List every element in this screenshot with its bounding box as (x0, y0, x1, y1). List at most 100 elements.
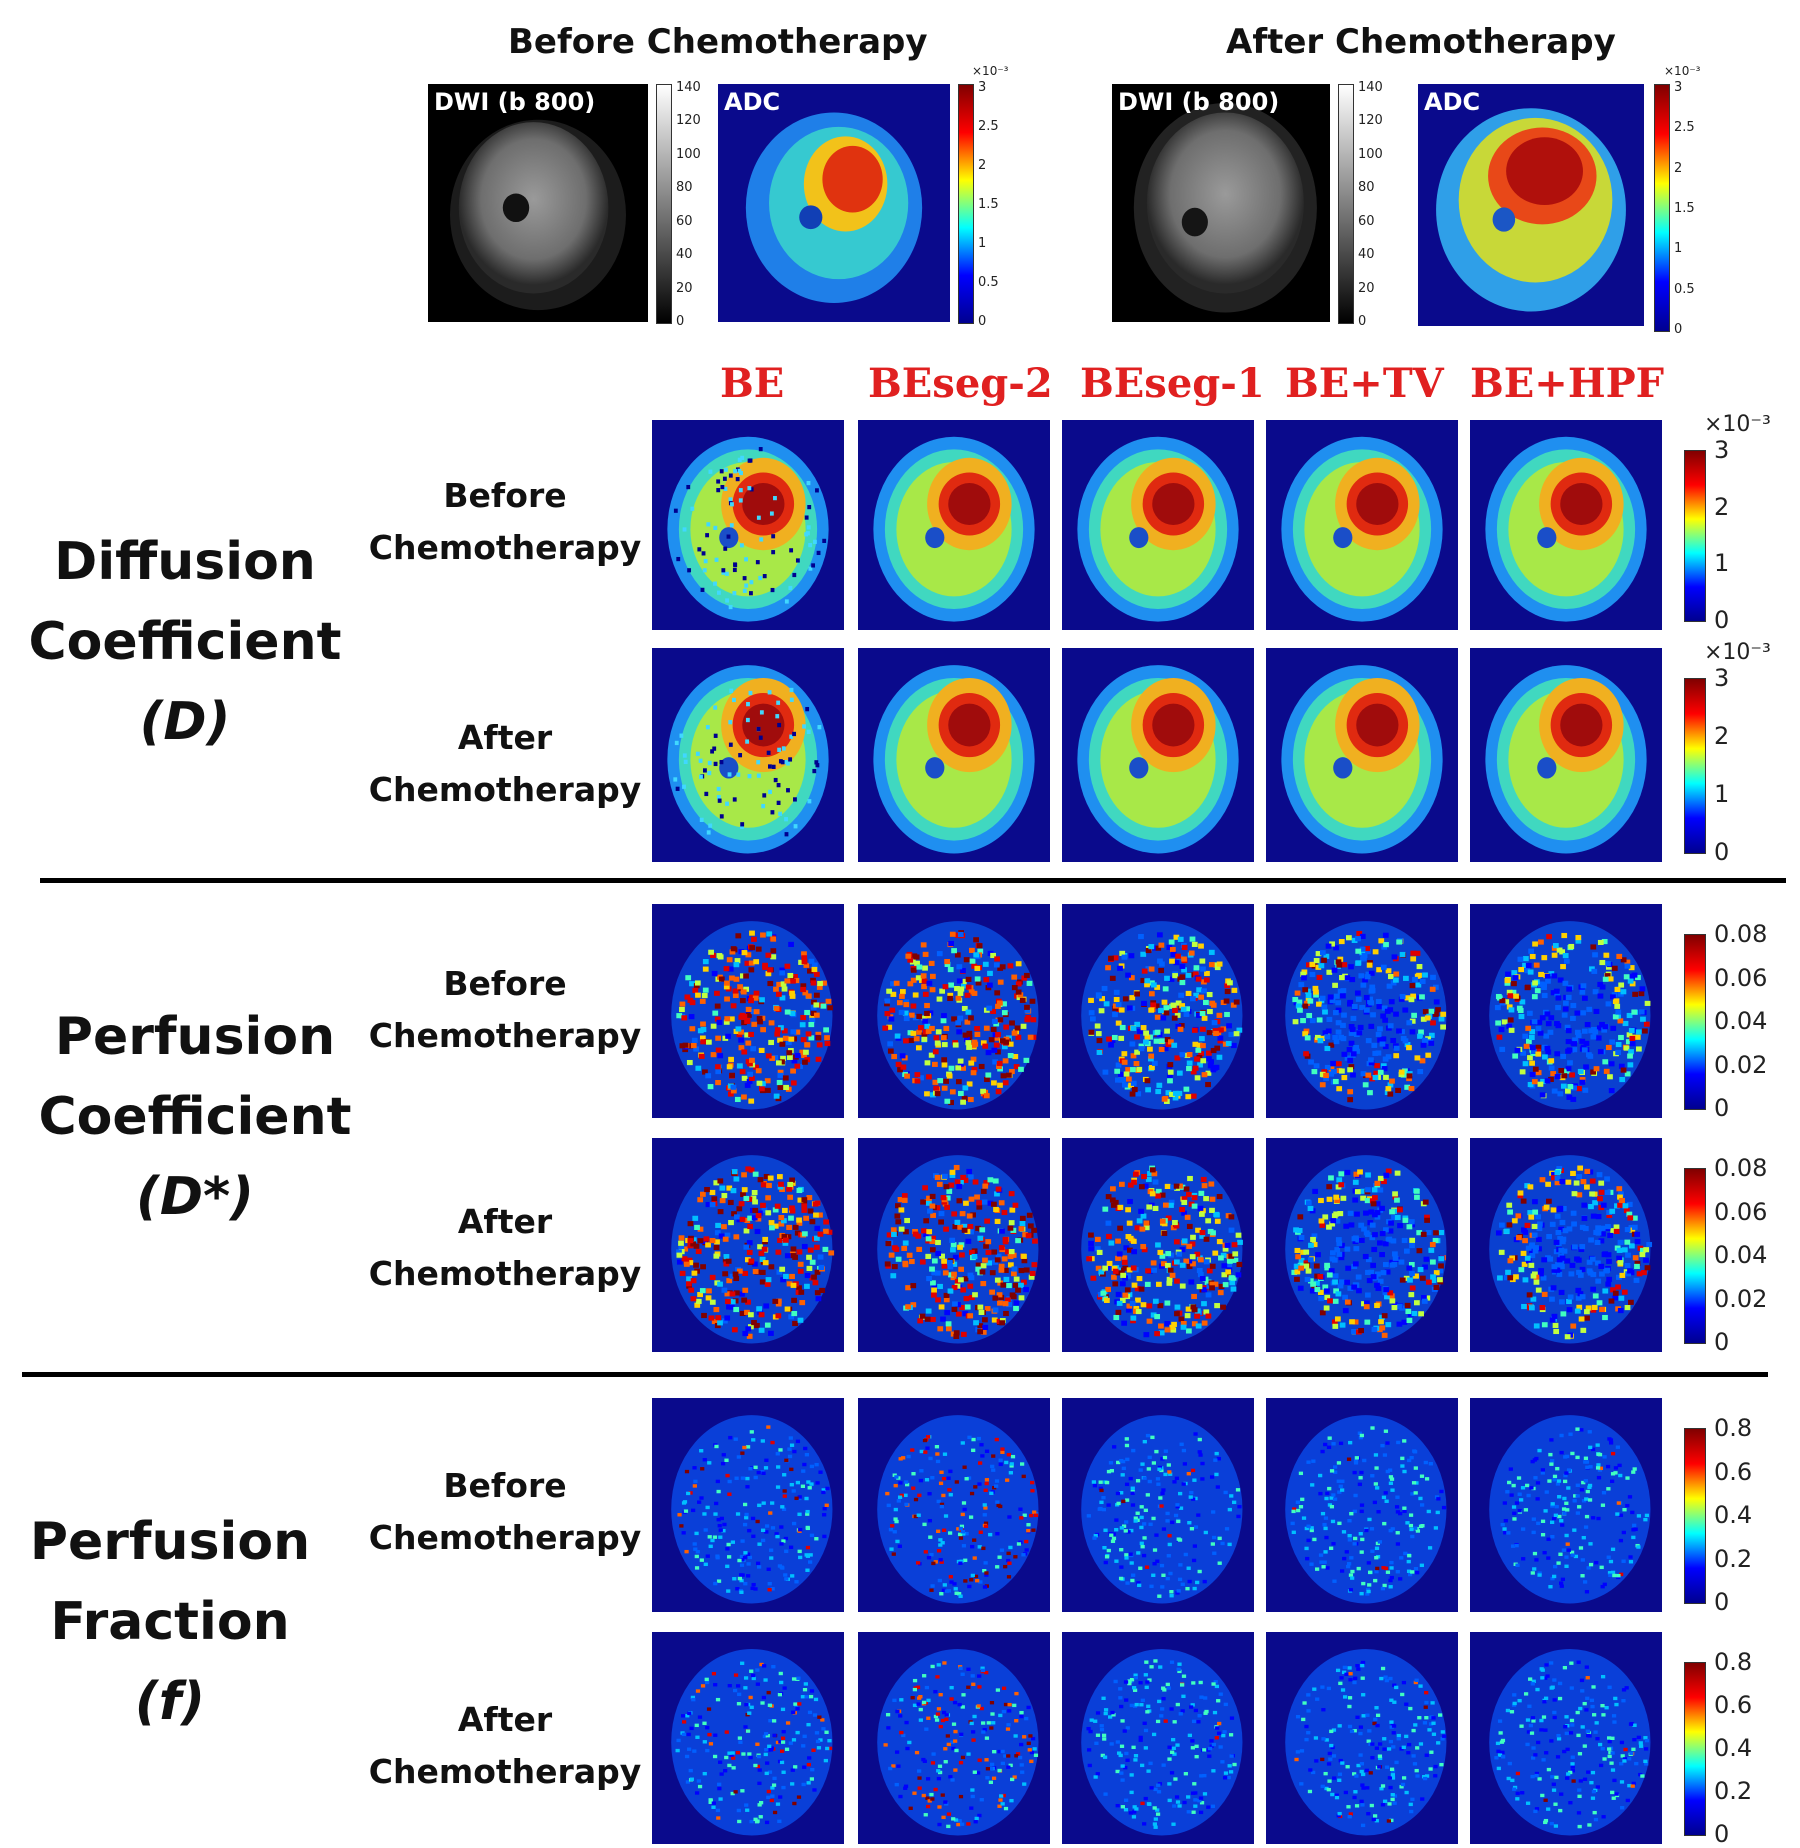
colorbar-tick-label: 140 (1358, 80, 1383, 95)
dwi-label: DWI (b 800) (1118, 88, 1279, 116)
colorbar (1684, 1168, 1706, 1344)
parameter-map-tile (652, 420, 844, 630)
colorbar-tick-label: 1 (978, 236, 986, 251)
section-label-perfusion-coefficient: Perfusion Coefficient (D*) (20, 997, 370, 1237)
parameter-map-tile (1266, 1138, 1458, 1352)
colorbar-tick-label: 0.4 (1714, 1501, 1752, 1529)
colorbar-tick-label: 1.5 (978, 197, 999, 212)
parameter-map-tile (1470, 1398, 1662, 1612)
colorbar-tick-label: 120 (1358, 113, 1383, 128)
parameter-map-tile (1266, 1398, 1458, 1612)
section-divider (22, 1372, 1768, 1377)
parameter-map-tile (652, 904, 844, 1118)
colorbar-tick-label: 1 (1714, 780, 1729, 808)
colorbar-tick-label: 0.02 (1714, 1285, 1767, 1313)
colorbar-tick-label: 0.04 (1714, 1007, 1767, 1035)
parameter-map-tile (858, 1138, 1050, 1352)
colorbar-tick-label: 0 (1674, 322, 1682, 337)
parameter-map-tile (1062, 1632, 1254, 1844)
colorbar-tick-label: 40 (1358, 247, 1375, 262)
colorbar (1684, 450, 1706, 622)
adc-exponent: ×10⁻³ (1664, 64, 1700, 78)
colorbar-tick-label: 0 (1714, 1094, 1729, 1122)
method-header-betv: BE+TV (1285, 360, 1444, 407)
section-divider (40, 878, 1786, 883)
colorbar-tick-label: 0.6 (1714, 1458, 1752, 1486)
colorbar-tick-label: 0.6 (1714, 1691, 1752, 1719)
adc-exponent: ×10⁻³ (972, 64, 1008, 78)
colorbar-tick-label: 3 (1674, 80, 1682, 95)
adc-colorbar-before (958, 84, 974, 324)
colorbar-tick-label: 100 (676, 147, 701, 162)
colorbar-tick-label: 0 (1358, 314, 1366, 329)
colorbar (1684, 1428, 1706, 1604)
colorbar-tick-label: 1.5 (1674, 201, 1695, 216)
colorbar-tick-label: 0 (1714, 1328, 1729, 1356)
parameter-map-tile (1062, 1398, 1254, 1612)
colorbar-tick-label: 0.08 (1714, 1154, 1767, 1182)
adc-image-before: ADC (718, 84, 950, 322)
colorbar-tick-label: 3 (1714, 436, 1729, 464)
method-header-be: BE (720, 360, 784, 407)
colorbar-tick-label: 0.2 (1714, 1545, 1752, 1573)
colorbar-tick-label: 0.06 (1714, 964, 1767, 992)
colorbar-tick-label: 120 (676, 113, 701, 128)
colorbar-tick-label: 60 (676, 214, 693, 229)
adc-image-after: ADC (1418, 84, 1644, 326)
colorbar-tick-label: 80 (676, 180, 693, 195)
adc-label: ADC (1424, 88, 1480, 116)
colorbar-tick-label: 0 (1714, 606, 1729, 634)
colorbar-tick-label: 0.04 (1714, 1241, 1767, 1269)
section-label-perfusion-fraction: Perfusion Fraction (f) (10, 1502, 330, 1742)
dwi-colorbar-before (656, 84, 672, 324)
colorbar-tick-label: 0.8 (1714, 1414, 1752, 1442)
parameter-map-tile (1062, 420, 1254, 630)
parameter-map-tile (858, 1632, 1050, 1844)
colorbar-tick-label: 2.5 (1674, 120, 1695, 135)
before-title: Before Chemotherapy (508, 22, 928, 62)
parameter-map-tile (1062, 904, 1254, 1118)
colorbar-tick-label: 20 (1358, 281, 1375, 296)
colorbar-tick-label: 0 (1714, 838, 1729, 866)
parameter-map-tile (1266, 1632, 1458, 1844)
colorbar-tick-label: 3 (978, 80, 986, 95)
colorbar-tick-label: 0.8 (1714, 1648, 1752, 1676)
parameter-map-tile (1470, 1138, 1662, 1352)
parameter-map-tile (1266, 420, 1458, 630)
colorbar-tick-label: 0 (1714, 1588, 1729, 1616)
colorbar-exponent: ×10⁻³ (1704, 412, 1771, 437)
dwi-colorbar-after (1338, 84, 1354, 324)
adc-colorbar-after (1654, 84, 1670, 332)
colorbar-tick-label: 0 (676, 314, 684, 329)
colorbar-tick-label: 0.06 (1714, 1198, 1767, 1226)
colorbar-tick-label: 60 (1358, 214, 1375, 229)
parameter-map-tile (1266, 904, 1458, 1118)
dwi-label: DWI (b 800) (434, 88, 595, 116)
colorbar-tick-label: 2 (1714, 722, 1729, 750)
colorbar-tick-label: 0.4 (1714, 1734, 1752, 1762)
parameter-map-tile (858, 1398, 1050, 1612)
parameter-map-tile (858, 904, 1050, 1118)
colorbar-tick-label: 0.02 (1714, 1051, 1767, 1079)
colorbar-tick-label: 3 (1714, 664, 1729, 692)
parameter-map-tile (652, 1138, 844, 1352)
colorbar-tick-label: 40 (676, 247, 693, 262)
colorbar-tick-label: 0.08 (1714, 920, 1767, 948)
method-header-beseg2: BEseg-2 (868, 360, 1053, 407)
colorbar-tick-label: 140 (676, 80, 701, 95)
section-label-diffusion: Diffusion Coefficient (D) (20, 522, 350, 762)
parameter-map-tile (652, 1398, 844, 1612)
parameter-map-tile (652, 648, 844, 862)
colorbar (1684, 1662, 1706, 1836)
colorbar-tick-label: 2 (1674, 161, 1682, 176)
dwi-image-before: DWI (b 800) (428, 84, 648, 322)
colorbar-tick-label: 2.5 (978, 119, 999, 134)
colorbar (1684, 934, 1706, 1110)
colorbar-tick-label: 80 (1358, 180, 1375, 195)
